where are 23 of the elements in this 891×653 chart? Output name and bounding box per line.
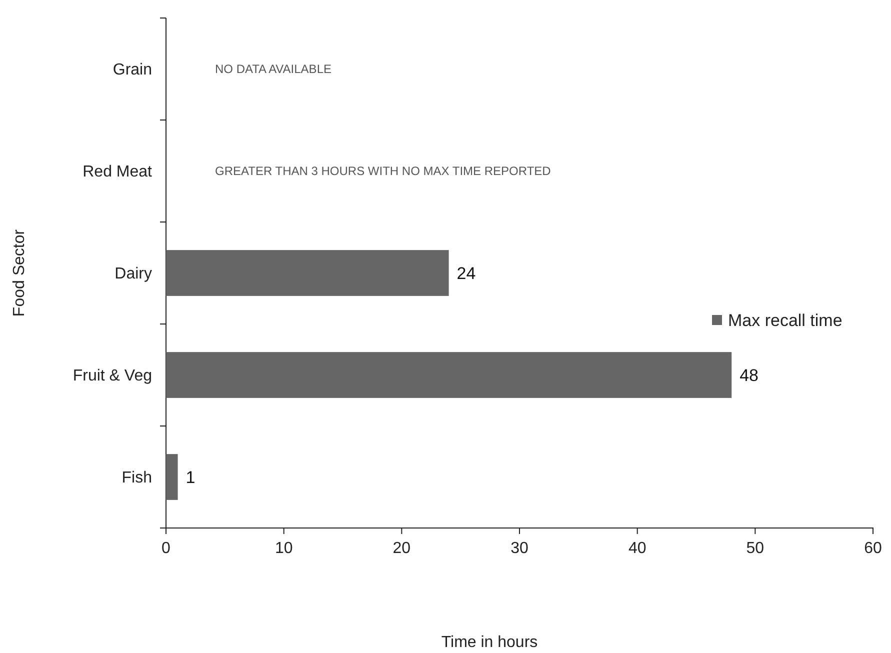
bar [166,250,449,296]
x-tick-label: 50 [746,540,764,557]
x-tick-label: 30 [510,540,528,557]
x-axis-title: Time in hours [441,634,538,651]
y-tick-label: Fish [122,470,152,487]
annotation: NO DATA AVAILABLE [215,62,332,76]
x-tick-label: 0 [162,540,171,557]
data-label: 24 [456,264,476,283]
annotation: GREATER THAN 3 HOURS WITH NO MAX TIME REPORTED [215,164,552,178]
bar [166,352,732,398]
y-tick-label: Grain [112,62,152,79]
y-tick-label: Dairy [114,266,152,283]
legend-label: Max recall time [728,310,842,330]
data-label: 48 [740,366,759,385]
x-tick-label: 20 [392,540,411,557]
x-tick-label: 10 [274,540,293,557]
x-tick-label: 60 [864,540,882,557]
y-axis-title: Food Sector [11,228,28,317]
y-tick-label: Red Meat [82,164,153,181]
data-label: 1 [186,468,196,487]
x-tick-label: 40 [628,540,646,557]
y-tick-label: Fruit & Veg [72,368,152,385]
bar [166,454,178,500]
